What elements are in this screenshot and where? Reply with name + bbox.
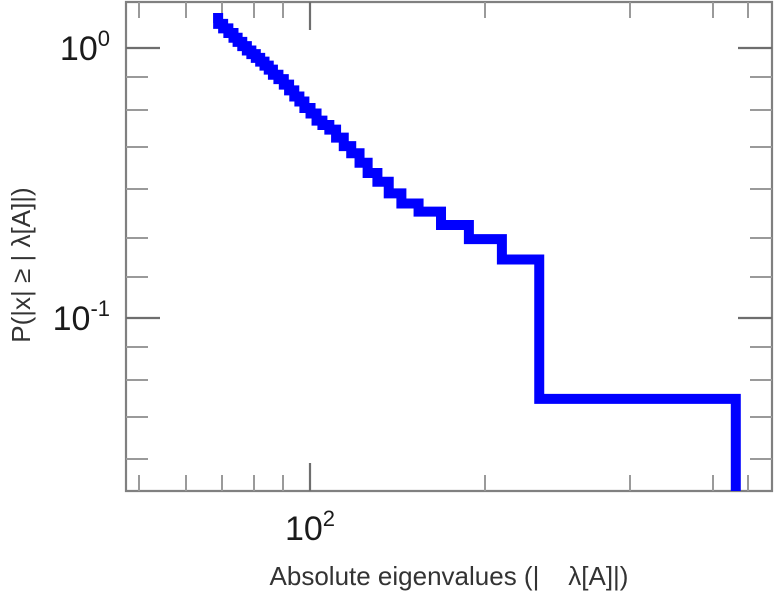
ccdf-step-curve	[213, 13, 741, 491]
data-series-group	[213, 13, 741, 491]
x-ticklabel-1e2: 102	[285, 506, 335, 548]
y-axis-label: P(|x| ≥ | λ[A]|)	[6, 187, 36, 342]
y-axis-minor-ticks	[126, 76, 148, 460]
y-ticklabel-1e-1: 10-1	[53, 296, 110, 338]
y-axis-right-ticks	[738, 46, 772, 460]
x-axis-label: Absolute eigenvalues (| λ[A]|)	[270, 561, 629, 591]
axes-border	[124, 0, 774, 493]
y-axis-major-ticks	[126, 46, 160, 320]
x-axis-bottom-ticks	[138, 463, 749, 491]
plot-frame	[124, 0, 774, 493]
y-ticklabel-1e0: 100	[60, 26, 110, 68]
